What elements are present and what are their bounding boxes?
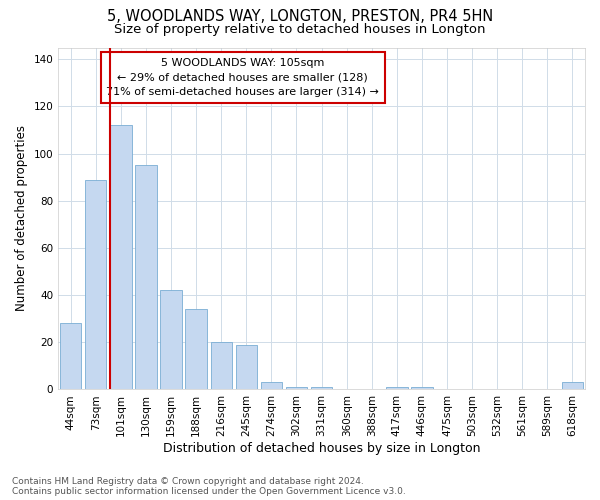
Bar — [286, 387, 307, 390]
Text: 5 WOODLANDS WAY: 105sqm
← 29% of detached houses are smaller (128)
71% of semi-d: 5 WOODLANDS WAY: 105sqm ← 29% of detache… — [106, 58, 379, 98]
Bar — [562, 382, 583, 390]
Bar — [211, 342, 232, 390]
Text: Size of property relative to detached houses in Longton: Size of property relative to detached ho… — [114, 22, 486, 36]
Bar — [411, 387, 433, 390]
Bar — [60, 324, 82, 390]
Text: Contains HM Land Registry data © Crown copyright and database right 2024.
Contai: Contains HM Land Registry data © Crown c… — [12, 476, 406, 496]
Bar — [261, 382, 282, 390]
Bar — [185, 310, 207, 390]
Bar — [311, 387, 332, 390]
Bar — [160, 290, 182, 390]
Bar — [136, 166, 157, 390]
Text: 5, WOODLANDS WAY, LONGTON, PRESTON, PR4 5HN: 5, WOODLANDS WAY, LONGTON, PRESTON, PR4 … — [107, 9, 493, 24]
Bar — [236, 344, 257, 390]
Bar — [110, 126, 131, 390]
Bar — [386, 387, 407, 390]
Bar — [85, 180, 106, 390]
X-axis label: Distribution of detached houses by size in Longton: Distribution of detached houses by size … — [163, 442, 481, 455]
Y-axis label: Number of detached properties: Number of detached properties — [15, 126, 28, 312]
